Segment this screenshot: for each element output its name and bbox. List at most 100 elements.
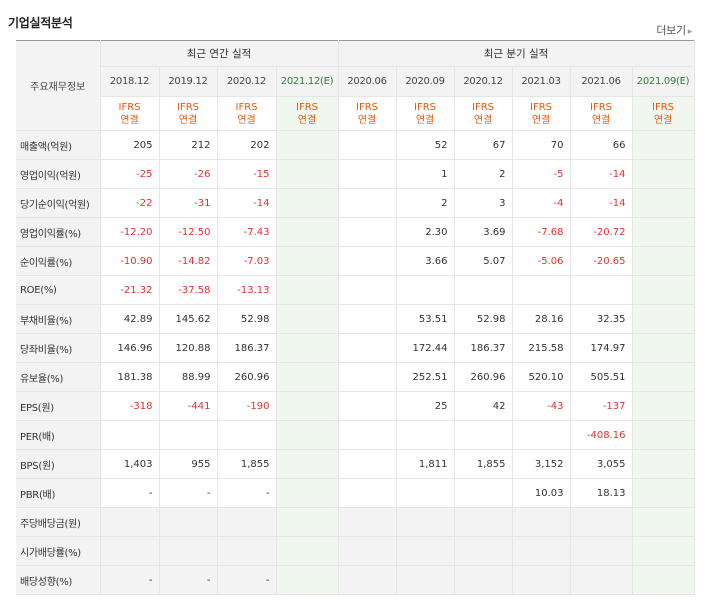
row-label: 영업이익(억원) (16, 159, 101, 189)
table-cell (454, 536, 513, 566)
more-link[interactable]: 더보기 ▸ (656, 22, 692, 38)
consolidation-label: 연결 (178, 114, 198, 126)
table-cell: 3.69 (454, 217, 513, 247)
table-cell: 186.37 (454, 333, 513, 363)
table-cell: -10.90 (100, 246, 160, 276)
table-cell: 120.88 (159, 333, 218, 363)
accounting-standard-label: IFRS (118, 101, 141, 113)
table-cell (396, 536, 455, 566)
table-cell: -408.16 (570, 420, 633, 450)
table-cell: 2.30 (396, 217, 455, 247)
consolidation-label: 연결 (653, 114, 673, 126)
table-cell: 2 (396, 188, 455, 218)
row-label: 시가배당률(%) (16, 536, 101, 566)
chevron-right-icon: ▸ (687, 27, 693, 37)
table-cell: 186.37 (217, 333, 277, 363)
table-cell (632, 275, 695, 305)
table-cell: 260.96 (454, 362, 513, 392)
table-cell (454, 507, 513, 537)
table-cell: -22 (100, 188, 160, 218)
table-cell: 66 (570, 130, 633, 160)
table-cell: 145.62 (159, 304, 218, 334)
accounting-standard-label: IFRS (296, 101, 318, 113)
table-cell: -21.32 (100, 275, 160, 305)
table-cell: 52 (396, 130, 455, 160)
table-cell (632, 391, 695, 421)
table-cell: 202 (217, 130, 277, 160)
column-date-header: 2021.06 (570, 66, 633, 97)
table-cell (276, 362, 339, 392)
table-cell: -14 (217, 188, 277, 218)
table-cell (454, 478, 513, 508)
table-row: 당기순이익(억원) -22 -31 -14 2 3 -4 -14 (16, 188, 695, 218)
table-row: 주당배당금(원) (16, 507, 695, 537)
table-cell: -7.43 (217, 217, 277, 247)
table-row: 순이익률(%) -10.90 -14.82 -7.03 3.66 5.07 -5.06 -20… (16, 246, 695, 276)
column-date-header: 2021.12(E) (276, 66, 339, 97)
table-cell (632, 420, 695, 450)
table-cell: 5.07 (454, 246, 513, 276)
table-cell (512, 536, 571, 566)
column-accounting-header: IFRS 연결 (632, 96, 695, 131)
table-cell (396, 507, 455, 537)
table-cell (276, 391, 339, 421)
table-cell (337, 565, 397, 595)
table-cell: 955 (159, 449, 218, 479)
column-accounting-header: IFRS 연결 (159, 96, 218, 131)
table-cell (337, 507, 397, 537)
table-cell: 70 (512, 130, 571, 160)
row-label: 주당배당금(원) (16, 507, 101, 537)
table-cell: -12.20 (100, 217, 160, 247)
table-cell: -5.06 (512, 246, 571, 276)
table-cell: -31 (159, 188, 218, 218)
table-cell (276, 217, 339, 247)
table-cell (570, 507, 633, 537)
table-cell (337, 449, 397, 479)
table-cell: 1,855 (454, 449, 513, 479)
table-row: ROE(%) -21.32 -37.58 -13.13 (16, 275, 695, 305)
table-cell: -20.65 (570, 246, 633, 276)
table-cell: 1,403 (100, 449, 160, 479)
table-cell: 181.38 (100, 362, 160, 392)
table-cell (570, 275, 633, 305)
consolidation-label: 연결 (591, 114, 611, 126)
table-cell (337, 333, 397, 363)
section-title: 기업실적분석 (8, 16, 73, 30)
row-label: 영업이익률(%) (16, 217, 101, 247)
table-row: PER(배) -408.16 (16, 420, 695, 450)
table-cell (276, 420, 339, 450)
table-cell: 53.51 (396, 304, 455, 334)
table-cell (512, 565, 571, 595)
table-cell (100, 536, 160, 566)
table-cell (632, 246, 695, 276)
column-accounting-header: IFRS 연결 (396, 96, 455, 131)
table-cell: -13.13 (217, 275, 277, 305)
table-cell: -14 (570, 159, 633, 189)
table-cell (337, 188, 397, 218)
table-cell: 205 (100, 130, 160, 160)
table-cell (337, 246, 397, 276)
table-cell: - (100, 478, 160, 508)
table-cell (159, 420, 218, 450)
table-cell (632, 362, 695, 392)
accounting-standard-label: IFRS (652, 101, 675, 113)
table-cell: -4 (512, 188, 571, 218)
column-accounting-header: IFRS 연결 (100, 96, 160, 131)
table-cell: - (217, 478, 277, 508)
table-cell: - (159, 478, 218, 508)
table-cell: 32.35 (570, 304, 633, 334)
table-cell (337, 217, 397, 247)
column-date-header: 2021.09(E) (632, 66, 695, 97)
financial-table: 주요재무정보 최근 연간 실적 최근 분기 실적 2018.12 2019.12 2… (16, 40, 695, 595)
table-cell (396, 420, 455, 450)
table-cell: -15 (217, 159, 277, 189)
table-cell (632, 565, 695, 595)
table-cell (276, 246, 339, 276)
table-cell (276, 507, 339, 537)
consolidation-label: 연결 (415, 114, 435, 126)
column-accounting-header: IFRS 연결 (570, 96, 633, 131)
table-cell (276, 449, 339, 479)
table-cell: - (217, 565, 277, 595)
table-row: 매출액(억원) 205 212 202 52 67 70 66 (16, 130, 695, 160)
